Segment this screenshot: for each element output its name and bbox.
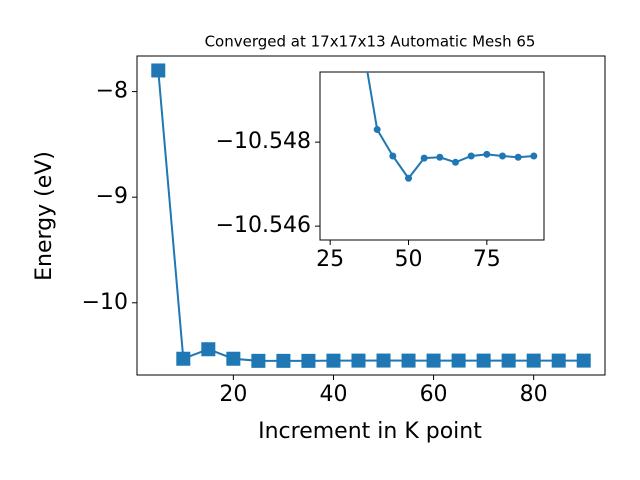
- y-tick-label: −9: [96, 184, 128, 209]
- marker: [514, 153, 522, 161]
- x-tick-label: 75: [473, 247, 501, 272]
- marker: [376, 353, 391, 368]
- marker: [151, 63, 166, 78]
- marker: [476, 353, 491, 368]
- x-tick-label: 40: [319, 382, 347, 407]
- marker: [436, 153, 444, 161]
- marker: [526, 353, 541, 368]
- x-tick-label: 25: [316, 247, 344, 272]
- marker: [451, 353, 466, 368]
- marker: [420, 154, 428, 162]
- marker: [501, 353, 516, 368]
- marker: [226, 351, 241, 366]
- marker: [426, 353, 441, 368]
- marker: [251, 353, 266, 368]
- chart-title: Converged at 17x17x13 Automatic Mesh 65: [205, 33, 536, 51]
- x-tick-label: 80: [520, 382, 548, 407]
- marker: [451, 158, 459, 166]
- marker: [176, 351, 191, 366]
- y-tick-label: −10.548: [216, 129, 311, 154]
- marker: [301, 353, 316, 368]
- marker: [389, 152, 397, 160]
- marker: [351, 353, 366, 368]
- x-axis-label: Increment in K point: [258, 419, 482, 444]
- x-tick-label: 20: [219, 382, 247, 407]
- marker: [373, 126, 381, 134]
- marker: [326, 353, 341, 368]
- plot-group: [151, 63, 591, 368]
- x-tick-label: 50: [395, 247, 423, 272]
- plot-group: [366, 72, 538, 182]
- marker: [530, 152, 538, 160]
- marker: [551, 353, 566, 368]
- marker: [467, 152, 475, 160]
- y-tick-label: −8: [96, 79, 128, 104]
- marker: [401, 353, 416, 368]
- y-tick-label: −10: [82, 290, 128, 315]
- marker: [576, 353, 591, 368]
- marker: [498, 152, 506, 160]
- marker: [201, 342, 216, 357]
- y-tick-label: −10.546: [216, 213, 311, 238]
- marker: [483, 150, 491, 158]
- marker: [276, 353, 291, 368]
- x-tick-label: 60: [420, 382, 448, 407]
- marker: [405, 174, 413, 182]
- y-axis-label: Energy (eV): [32, 151, 57, 281]
